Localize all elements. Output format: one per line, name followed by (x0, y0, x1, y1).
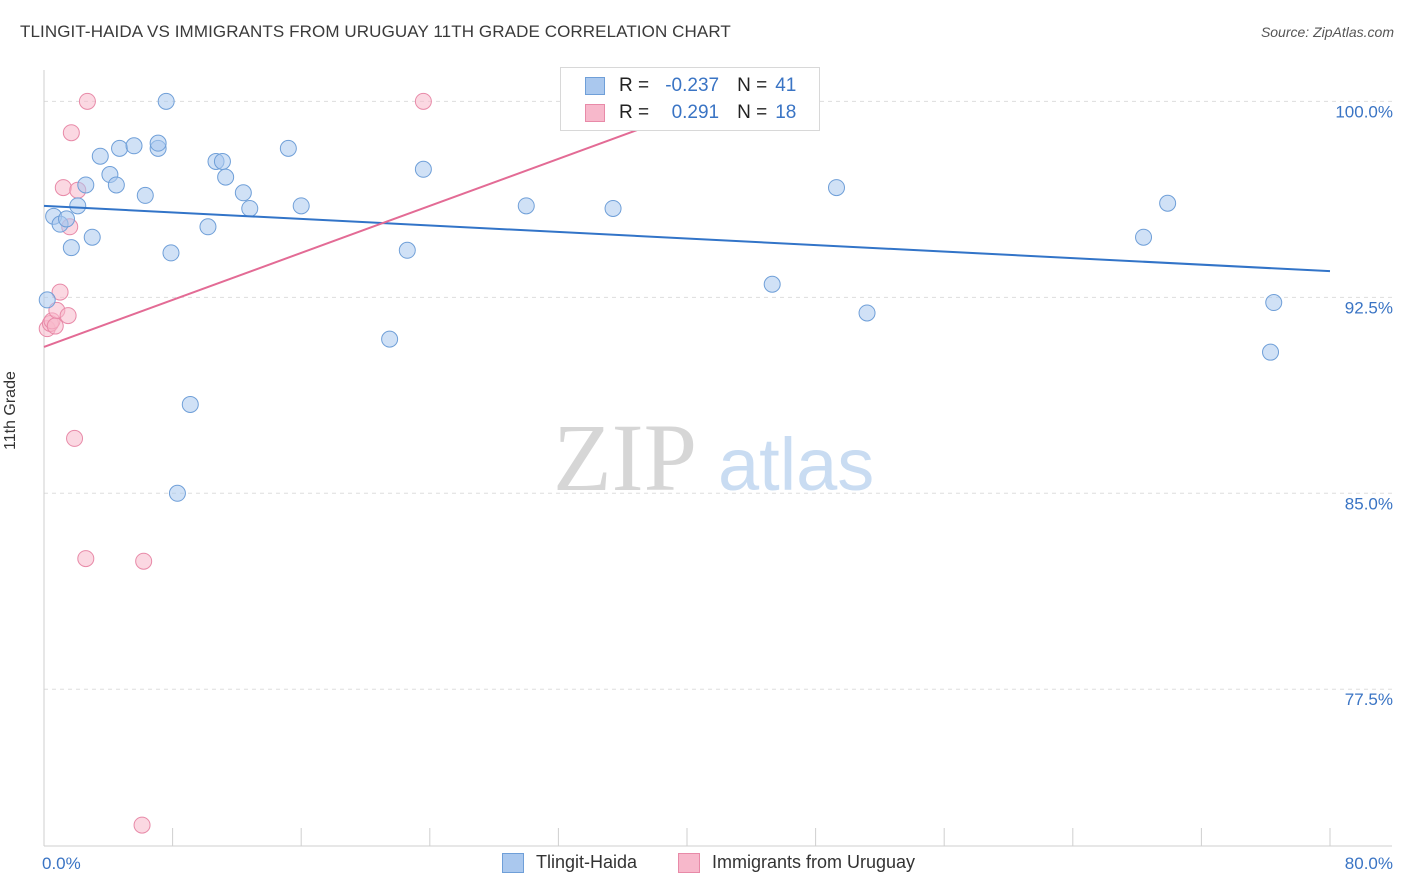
uruguay-point (54, 179, 72, 197)
n-value: 18 (775, 102, 797, 123)
stats-row-tlingit-haida: R = -0.237 N = 41 (585, 74, 796, 98)
n-value: 41 (775, 75, 797, 96)
tlingit-haida-point (517, 197, 535, 215)
source-credit: Source: ZipAtlas.com (1260, 24, 1394, 40)
uruguay-point (414, 92, 432, 110)
legend-item-uruguay[interactable]: Immigrants from Uruguay (678, 852, 915, 873)
uruguay-swatch (678, 852, 700, 873)
n-label: N = (737, 75, 768, 96)
y-tick-label: 85.0% (1345, 494, 1393, 513)
tlingit-haida-swatch (585, 77, 605, 95)
uruguay-point (46, 317, 64, 335)
tlingit-haida-point (162, 244, 180, 262)
tlingit-haida-point (77, 176, 95, 194)
legend-label: Immigrants from Uruguay (712, 852, 916, 872)
watermark-atlas: atlas (718, 423, 874, 506)
tlingit-haida-point (381, 330, 399, 348)
n-label: N = (737, 102, 768, 123)
y-tick-label: 92.5% (1345, 298, 1393, 317)
watermark-zip: ZIP (553, 404, 697, 511)
x-tick-label: 0.0% (42, 854, 81, 873)
uruguay-point (51, 283, 69, 301)
tlingit-haida-point (157, 92, 175, 110)
uruguay-point (78, 92, 96, 110)
r-value: 0.291 (671, 102, 720, 123)
tlingit-haida-point (414, 160, 432, 178)
r-value: -0.237 (665, 75, 720, 96)
y-tick-label: 77.5% (1345, 690, 1393, 709)
tlingit-haida-point (69, 197, 87, 215)
y-tick-label: 100.0% (1335, 102, 1393, 121)
tlingit-haida-point (398, 241, 416, 259)
tlingit-haida-point (199, 218, 217, 236)
chart-title: TLINGIT-HAIDA VS IMMIGRANTS FROM URUGUAY… (20, 22, 731, 41)
tlingit-haida-point (38, 291, 56, 309)
tlingit-haida-point (1159, 194, 1177, 212)
uruguay-point (135, 552, 153, 570)
tlingit-haida-point (279, 139, 297, 157)
legend-item-tlingit-haida[interactable]: Tlingit-Haida (502, 852, 637, 873)
uruguay-point (77, 550, 95, 568)
tlingit-haida-point (111, 139, 129, 157)
r-label: R = (619, 102, 650, 123)
tlingit-haida-swatch (502, 852, 524, 873)
tlingit-haida-trendline (43, 204, 1331, 273)
uruguay-point (133, 816, 151, 834)
r-label: R = (619, 75, 650, 96)
tlingit-haida-point (181, 395, 199, 413)
uruguay-point (59, 307, 77, 325)
tlingit-haida-point (1135, 228, 1153, 246)
stats-row-uruguay: R = 0.291 N = 18 (585, 101, 796, 125)
tlingit-haida-point (149, 134, 167, 152)
stats-legend: R = -0.237 N = 41 R = 0.291 N = 18 (560, 67, 820, 131)
tlingit-haida-point (107, 176, 125, 194)
uruguay-trendline (43, 110, 688, 348)
tlingit-haida-point (213, 152, 231, 170)
tlingit-haida-point (858, 304, 876, 322)
tlingit-haida-point (62, 239, 80, 257)
tlingit-haida-point (125, 137, 143, 155)
uruguay-point (66, 429, 84, 447)
tlingit-haida-point (83, 228, 101, 246)
legend-label: Tlingit-Haida (536, 852, 638, 872)
tlingit-haida-point (91, 147, 109, 165)
tlingit-haida-point (763, 275, 781, 293)
tlingit-haida-point (168, 484, 186, 502)
tlingit-haida-point (1265, 294, 1283, 312)
x-tick-label: 80.0% (1345, 854, 1393, 873)
tlingit-haida-point (217, 168, 235, 186)
series-legend: Tlingit-Haida Immigrants from Uruguay (0, 852, 1406, 878)
tlingit-haida-point (604, 199, 622, 217)
tlingit-haida-point (58, 210, 76, 228)
tlingit-haida-point (827, 179, 845, 197)
tlingit-haida-point (136, 186, 154, 204)
tlingit-haida-point (234, 184, 252, 202)
tlingit-haida-point (1262, 343, 1280, 361)
tlingit-haida-point (241, 199, 259, 217)
uruguay-point (62, 124, 80, 142)
uruguay-swatch (585, 104, 605, 122)
tlingit-haida-point (292, 197, 310, 215)
